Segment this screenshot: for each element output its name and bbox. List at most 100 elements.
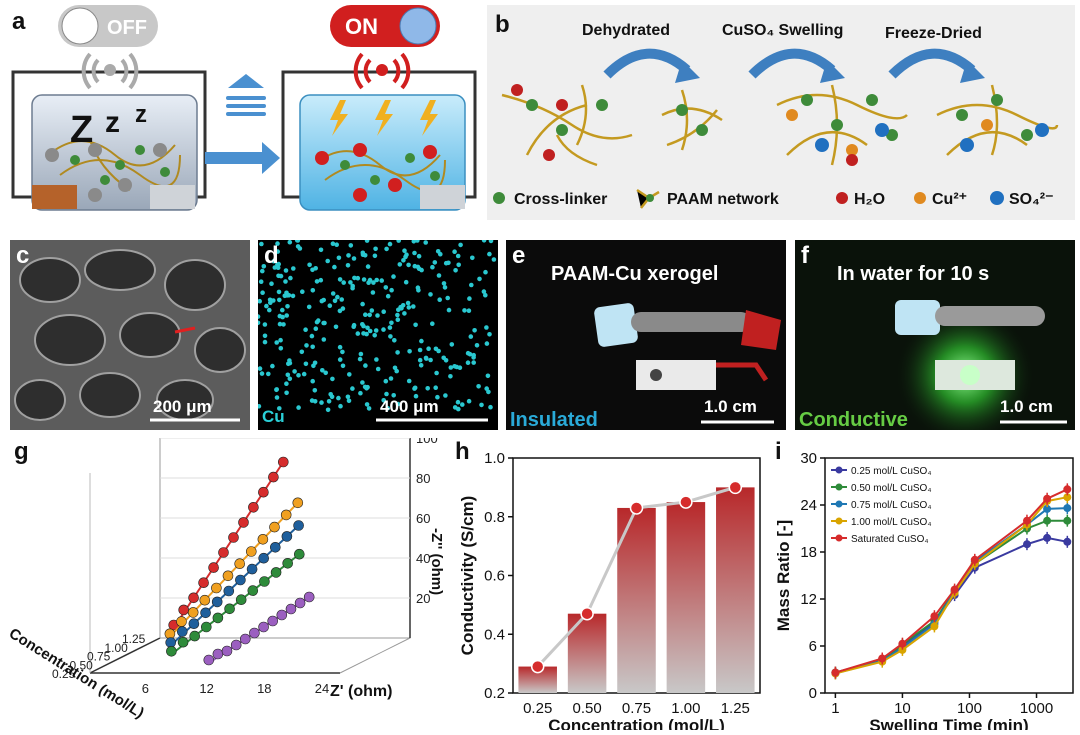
g-point (212, 612, 224, 624)
i-point (930, 612, 939, 621)
toggle-off-label: OFF (107, 17, 147, 39)
chart-h: 0.2 0.4 0.6 0.8 1.0 0.25 0.50 0.75 1.00 1.25Conce… (458, 450, 761, 735)
panel-label-g: g (14, 438, 29, 465)
g-ytick-label: 80 (416, 471, 430, 486)
electrode-right (150, 185, 195, 209)
water-icon (226, 74, 266, 116)
i-ytick-label: 18 (800, 544, 817, 561)
i-point (1023, 540, 1031, 549)
i-point (1063, 516, 1072, 525)
i-ylabel: Mass Ratio [-] (775, 520, 793, 631)
g-floor-right (339, 637, 411, 674)
i-point (1063, 504, 1072, 513)
g-point (258, 552, 270, 564)
i-point (930, 622, 939, 631)
g-point (249, 627, 260, 639)
signal-red-icon (353, 52, 411, 90)
h-ytick-label: 0.6 (484, 568, 505, 585)
g-point (285, 603, 297, 615)
eds-cu-dots (258, 240, 497, 413)
g-point (269, 521, 280, 533)
i-ytick-label: 24 (800, 497, 817, 514)
g-depth-axis (89, 637, 161, 674)
g-point (293, 520, 304, 531)
h-xtick-label: 0.50 (572, 700, 601, 717)
i-point (1043, 494, 1052, 503)
legend-cross-linker: Cross-linker (514, 191, 607, 208)
g-ztick-label: 1.00 (105, 641, 129, 655)
g-ztick-label: 0.25 (52, 667, 76, 681)
hydrogel-box-on (299, 94, 466, 211)
g-point (211, 582, 222, 594)
i-point (970, 555, 979, 564)
g-xtick-label: 6 (142, 681, 149, 696)
i-point (1043, 504, 1052, 513)
g-point (177, 636, 189, 648)
i-point (1063, 537, 1072, 546)
i-ytick-label: 12 (800, 591, 817, 608)
g-point (188, 618, 200, 629)
h-ytick-label: 0.8 (484, 509, 505, 526)
g-point (199, 594, 211, 606)
g-point (208, 562, 219, 573)
i-point (1063, 493, 1072, 502)
g-ylabel: -Z'' (ohm) (428, 528, 445, 595)
panel-e: PAAM-Cu xerogel 1.0 cm Insulated e (506, 240, 786, 430)
photo-conductive: In water for 10 s 1.0 cm Conductive (799, 263, 1067, 430)
i-series-line-0 (835, 536, 1068, 674)
h-xlabel: Concentration (mol/L) (548, 716, 725, 730)
h-ytick-label: 0.4 (484, 626, 505, 643)
h-xtick-label: 1.00 (671, 700, 700, 717)
i-point (831, 668, 840, 677)
photo-f-scale: 1.0 cm (1000, 397, 1053, 416)
g-point (176, 616, 187, 627)
g-point (276, 609, 288, 621)
network-1 (501, 84, 633, 167)
panel-b: Dehydrated CuSO₄ Swelling Freeze-Dried C… (487, 5, 1075, 220)
g-point (189, 630, 200, 642)
process-arrow-icon (205, 142, 280, 174)
h-point (629, 501, 644, 515)
h-point (728, 480, 743, 495)
g-point (294, 597, 306, 609)
i-legend-marker (835, 483, 843, 491)
legend-cu: Cu²⁺ (932, 191, 967, 208)
i-legend-label: 0.50 mol/L CuSO₄ (851, 483, 931, 494)
g-point (223, 585, 235, 597)
g-point (268, 471, 279, 483)
panel-label-i: i (775, 438, 782, 465)
i-point (1043, 516, 1052, 525)
panel-g: 20 40 60 80 100 6 12 18 24 1.25 1.00 0.75 0.50 0.25 Z'… (0, 431, 450, 730)
i-point (1023, 516, 1031, 525)
eds-element-label: Cu (262, 407, 285, 426)
step-swelling: CuSO₄ Swelling (722, 22, 843, 39)
g-point (247, 585, 259, 596)
lightning-icons (330, 100, 438, 136)
g-point (258, 486, 269, 498)
step-freeze-dried: Freeze-Dried (885, 25, 982, 42)
h-point (679, 495, 693, 509)
panel-label-h: h (455, 438, 470, 465)
g-point (198, 577, 209, 588)
g-series-line-1.25 (172, 461, 285, 629)
g-point (234, 558, 245, 569)
g-point (292, 497, 304, 509)
i-legend-marker (835, 500, 843, 508)
panel-f: In water for 10 s 1.0 cm Conductive f (795, 240, 1075, 430)
signal-gray-icon (81, 52, 139, 90)
i-legend-marker (835, 534, 843, 542)
i-xtick-label: 1 (831, 700, 839, 717)
g-point (177, 626, 188, 637)
panel-label-d: d (264, 242, 279, 269)
h-ytick-label: 0.2 (484, 685, 505, 702)
sleep-z-big: Z (70, 109, 93, 151)
g-point (269, 542, 281, 553)
legend-paam: PAAM network (667, 191, 779, 208)
panel-label-a: a (12, 8, 26, 35)
g-point (201, 621, 212, 633)
h-ylabel: Conductivity (S/cm) (458, 496, 477, 656)
g-point (203, 654, 215, 666)
g-point (187, 607, 199, 618)
i-xtick-label: 10 (894, 700, 911, 717)
h-xtick-label: 1.25 (721, 700, 750, 717)
